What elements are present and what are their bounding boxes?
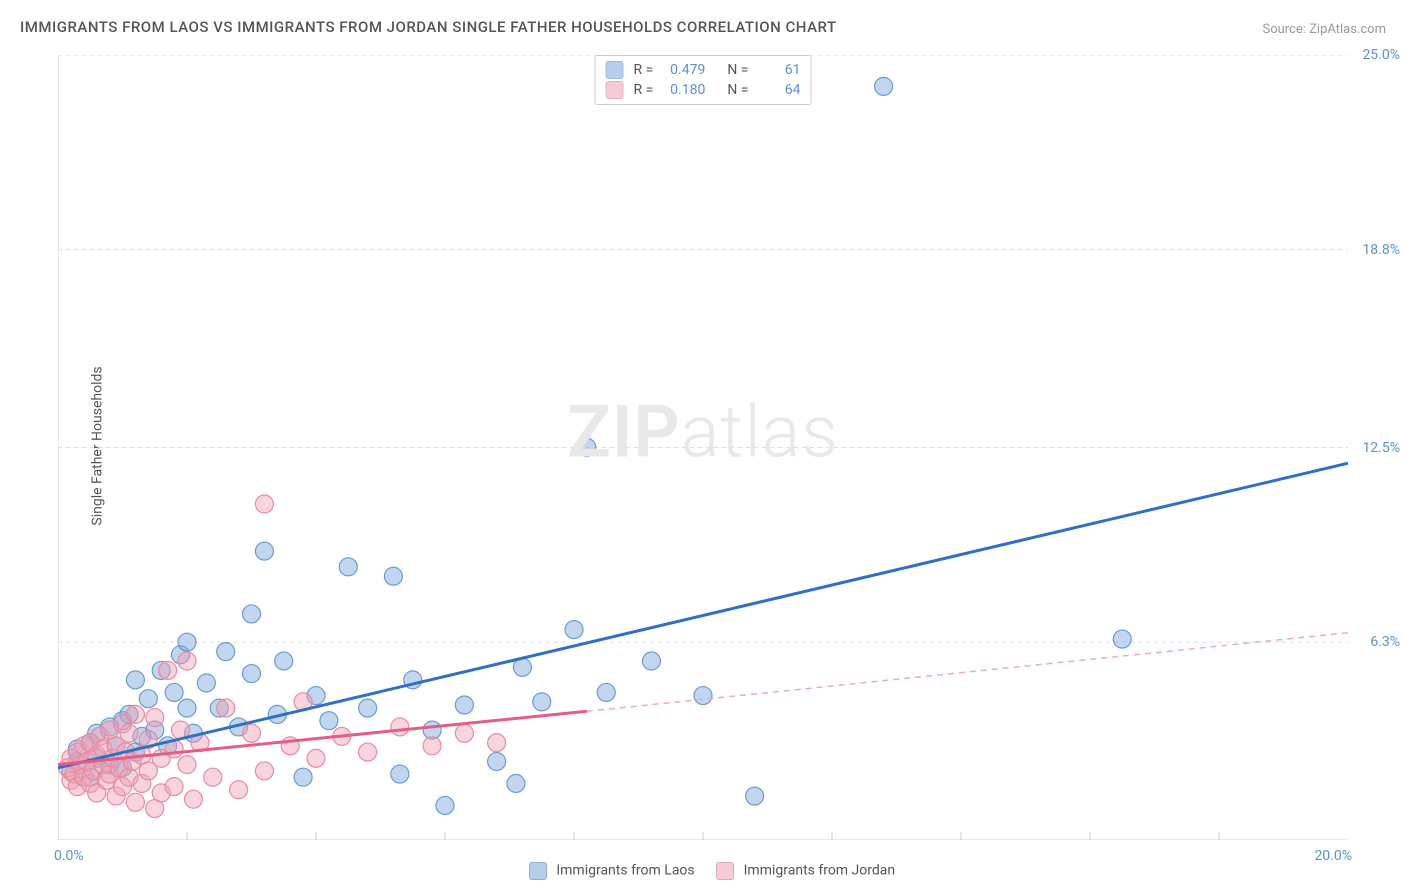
chart-area: ZIPatlas R = 0.479 N = 61 R = 0.180 N = … (58, 55, 1348, 840)
n-label: N = (727, 82, 748, 98)
r-label: R = (634, 82, 654, 98)
legend-swatch-jordan (606, 81, 624, 99)
series-legend: Immigrants from Laos Immigrants from Jor… (0, 862, 1406, 880)
n-label: N = (727, 62, 748, 78)
y-tick-label: 6.3% (1370, 634, 1400, 650)
n-value-laos: 61 (752, 62, 800, 78)
source-attribution: Source: ZipAtlas.com (1262, 22, 1386, 37)
r-value-jordan: 0.180 (657, 82, 705, 98)
legend-swatch-laos (606, 61, 624, 79)
scatter-plot-svg (58, 55, 1348, 840)
legend-swatch-laos-icon (529, 862, 547, 880)
legend-label-laos: Immigrants from Laos (556, 863, 694, 879)
chart-title: IMMIGRANTS FROM LAOS VS IMMIGRANTS FROM … (20, 18, 837, 36)
r-value-laos: 0.479 (657, 62, 705, 78)
legend-label-jordan: Immigrants from Jordan (744, 863, 896, 879)
y-tick-label: 12.5% (1362, 440, 1400, 456)
legend-swatch-jordan-icon (716, 862, 734, 880)
y-tick-label: 18.8% (1362, 242, 1400, 258)
legend-row-jordan: R = 0.180 N = 64 (606, 80, 801, 100)
correlation-legend: R = 0.479 N = 61 R = 0.180 N = 64 (595, 55, 812, 105)
legend-row-laos: R = 0.479 N = 61 (606, 60, 801, 80)
y-tick-label: 25.0% (1362, 47, 1400, 63)
n-value-jordan: 64 (752, 82, 800, 98)
r-label: R = (634, 62, 654, 78)
